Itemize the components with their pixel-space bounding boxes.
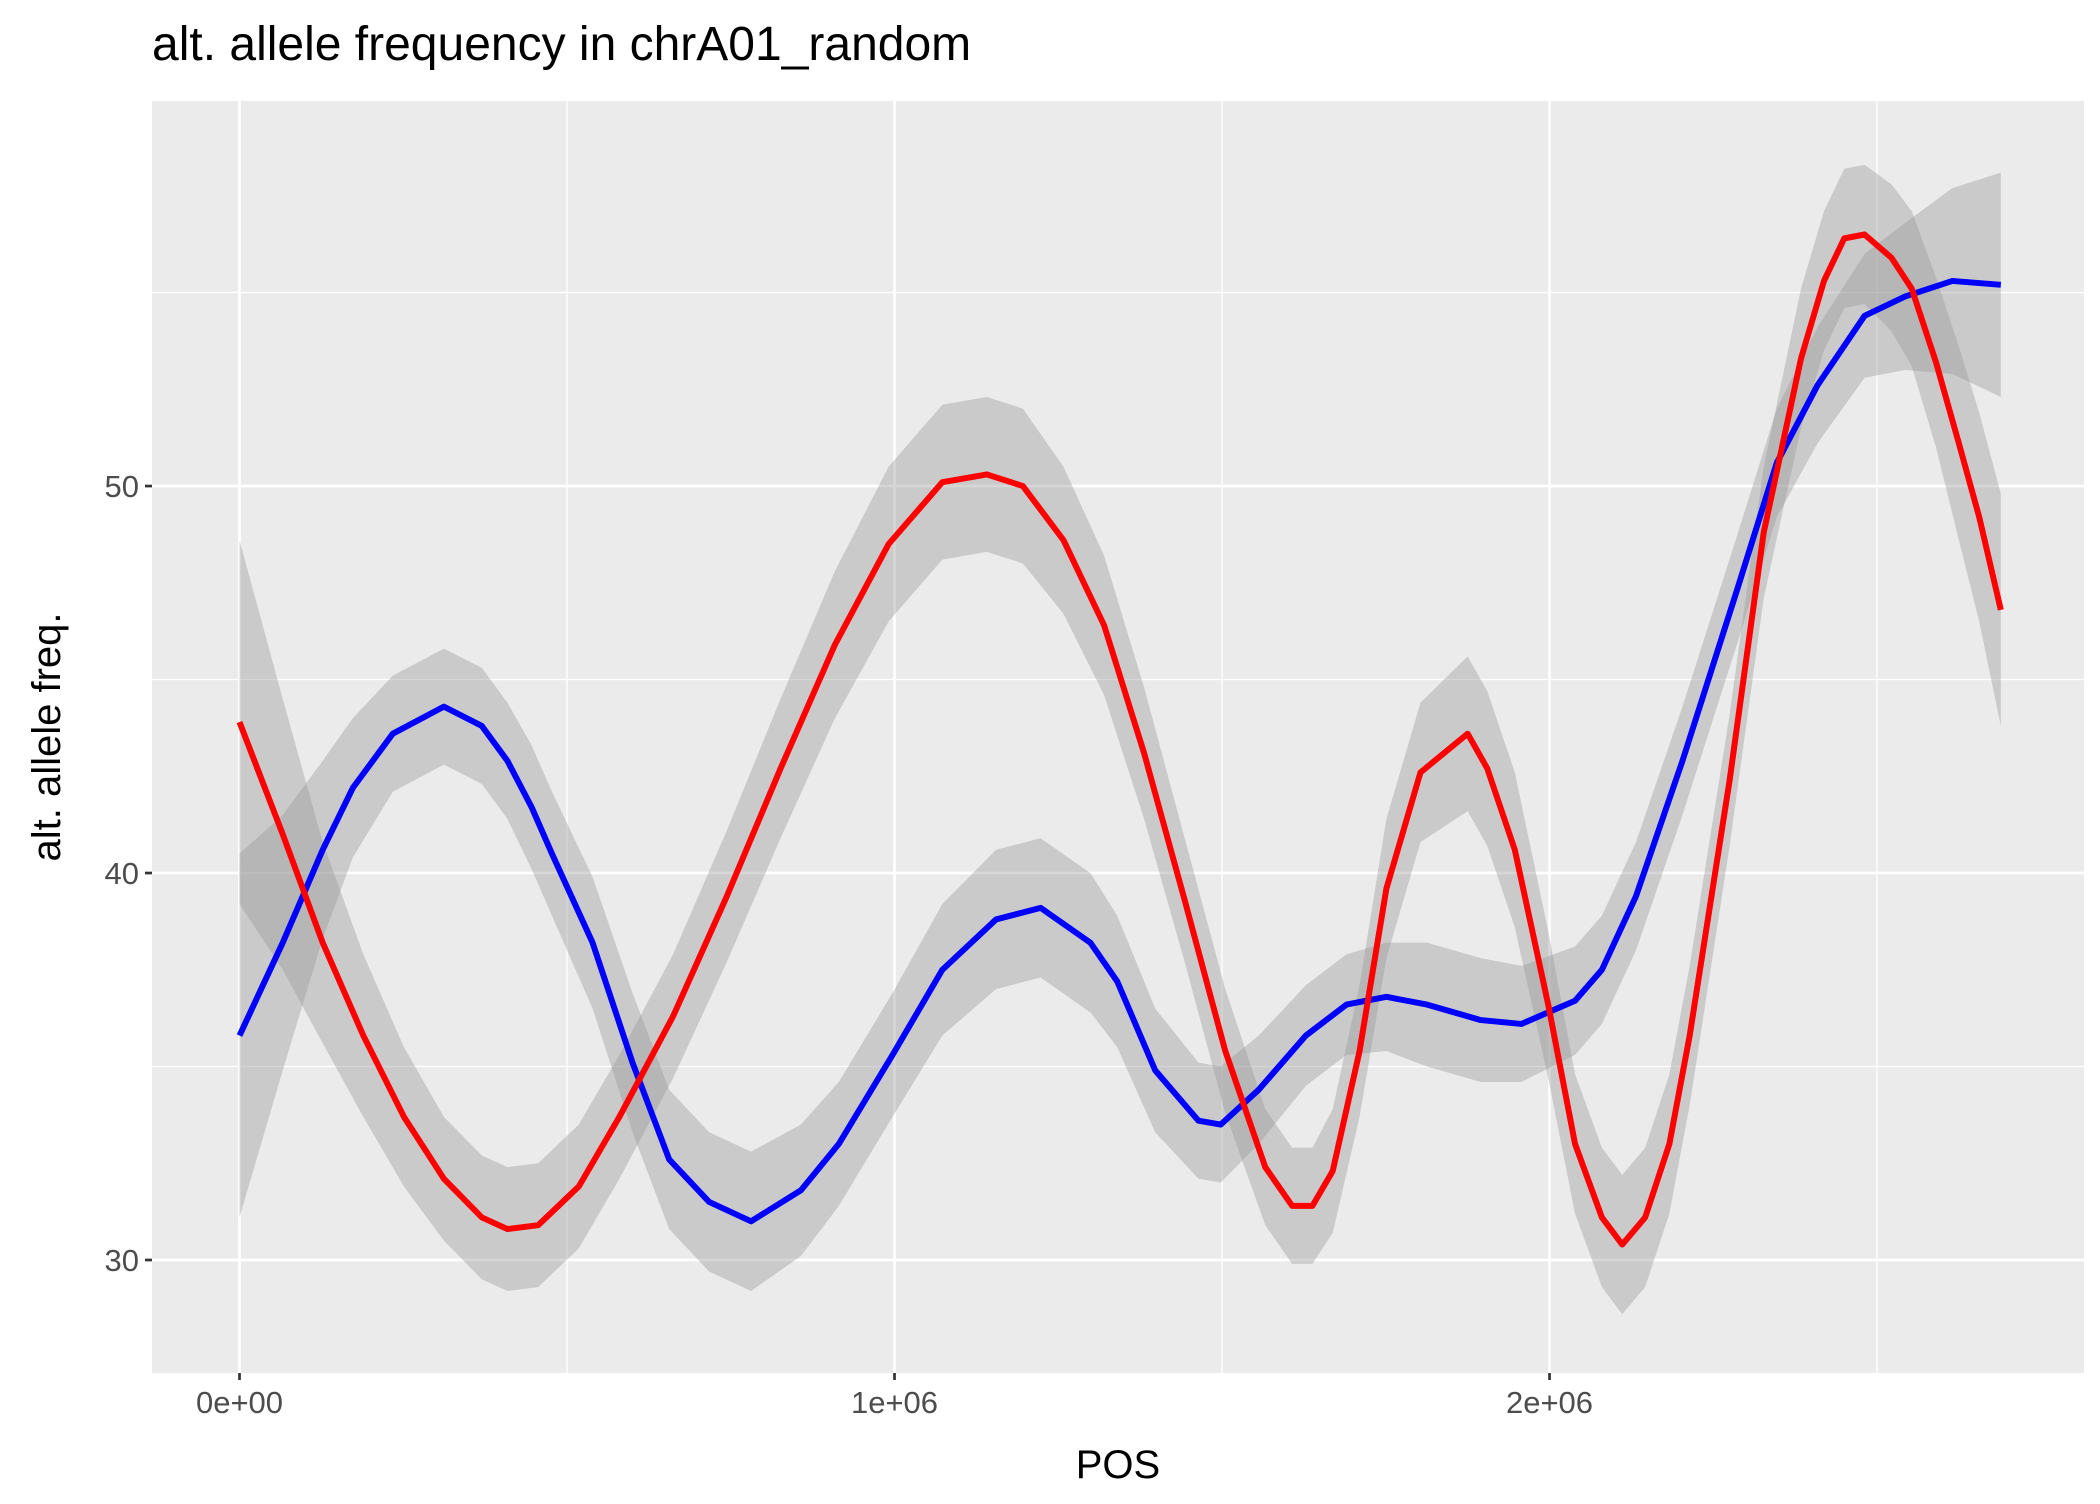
x-tick-label: 0e+00 — [196, 1385, 283, 1420]
confidence-band — [239, 164, 2001, 1315]
y-tick-label: 40 — [105, 856, 139, 891]
x-tick-label: 1e+06 — [851, 1385, 938, 1420]
x-tick-label: 2e+06 — [1506, 1385, 1593, 1420]
y-axis-label: alt. allele freq. — [25, 612, 69, 861]
chart-title: alt. allele frequency in chrA01_random — [152, 18, 971, 71]
plot-panel — [152, 101, 2084, 1373]
smooth-line — [236, 231, 2004, 1248]
smooth-line — [236, 277, 2002, 1225]
x-axis-label: POS — [1076, 1443, 1160, 1487]
confidence-band — [239, 172, 2001, 1291]
y-tick-label: 50 — [105, 469, 139, 504]
y-tick-label: 30 — [105, 1243, 139, 1278]
